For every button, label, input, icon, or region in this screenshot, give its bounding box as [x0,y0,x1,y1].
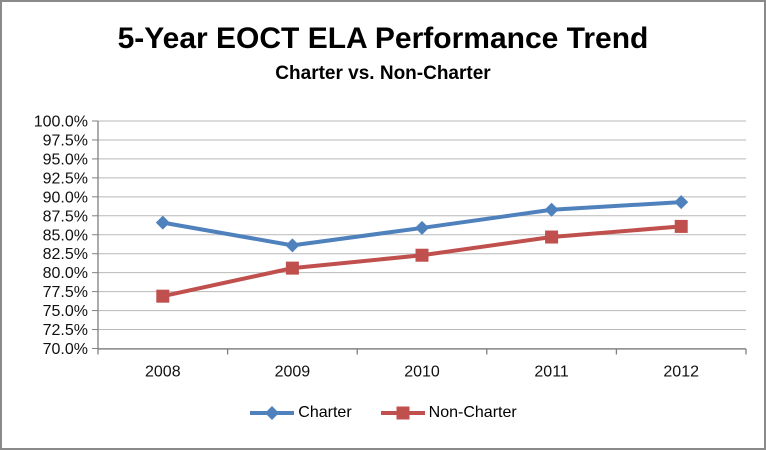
non-charter-point-2011 [545,230,559,244]
charter-point-2011 [544,202,559,217]
non-charter-legend-marker [396,406,410,420]
y-tick-label: 85.0% [43,227,88,244]
legend-item-charter: Charter [249,404,352,422]
x-tick-label: 2009 [275,364,311,381]
legend-label: Charter [298,404,352,421]
y-axis-labels: 100.0%97.5% 95.0% 92.5% 90.0% 87.5% 85.0% 82.5… [34,114,88,359]
y-tick-label: 92.5% [43,170,88,187]
y-tick-label: 82.5% [43,246,88,263]
legend-label: Non-Charter [428,404,517,421]
charter-point-2012 [674,195,689,210]
x-axis-labels: 2008 2009 2010 2011 2012 [145,364,699,381]
charter-series-marker-icon [250,406,295,420]
non-charter-series-marker-icon [380,406,425,420]
y-tick-label: 97.5% [43,132,88,149]
series-non-charter [156,219,688,303]
x-axis-ticks [97,349,747,355]
series-charter [155,195,689,253]
chart-title: 5-Year EOCT ELA Performance Trend [117,22,649,55]
x-tick-label: 2010 [404,364,440,381]
charter-legend-marker [265,406,280,420]
legend: Charter Non-Charter [2,404,764,422]
charter-point-2010 [415,220,429,235]
y-tick-label: 77.5% [43,284,88,301]
y-tick-label: 95.0% [43,151,88,168]
x-tick-label: 2008 [145,364,181,381]
charter-point-2008 [155,215,170,230]
legend-item-non-charter: Non-Charter [380,404,517,422]
y-axis-ticks [92,120,98,349]
x-tick-label: 2011 [534,364,569,381]
chart-subtitle: Charter vs. Non-Charter [275,63,491,84]
y-tick-label: 70.0% [43,341,88,358]
y-tick-label: 100.0% [34,114,88,131]
y-tick-label: 87.5% [43,208,88,225]
y-tick-label: 75.0% [43,303,88,320]
axes [97,121,746,350]
x-tick-label: 2012 [663,364,699,381]
non-charter-point-2008 [156,289,170,303]
non-charter-point-2009 [285,261,299,275]
non-charter-point-2012 [674,219,688,233]
y-tick-label: 90.0% [43,189,88,206]
non-charter-point-2010 [415,248,429,262]
y-tick-label: 72.5% [43,322,88,339]
y-tick-label: 80.0% [43,265,88,282]
charter-point-2009 [285,238,300,253]
